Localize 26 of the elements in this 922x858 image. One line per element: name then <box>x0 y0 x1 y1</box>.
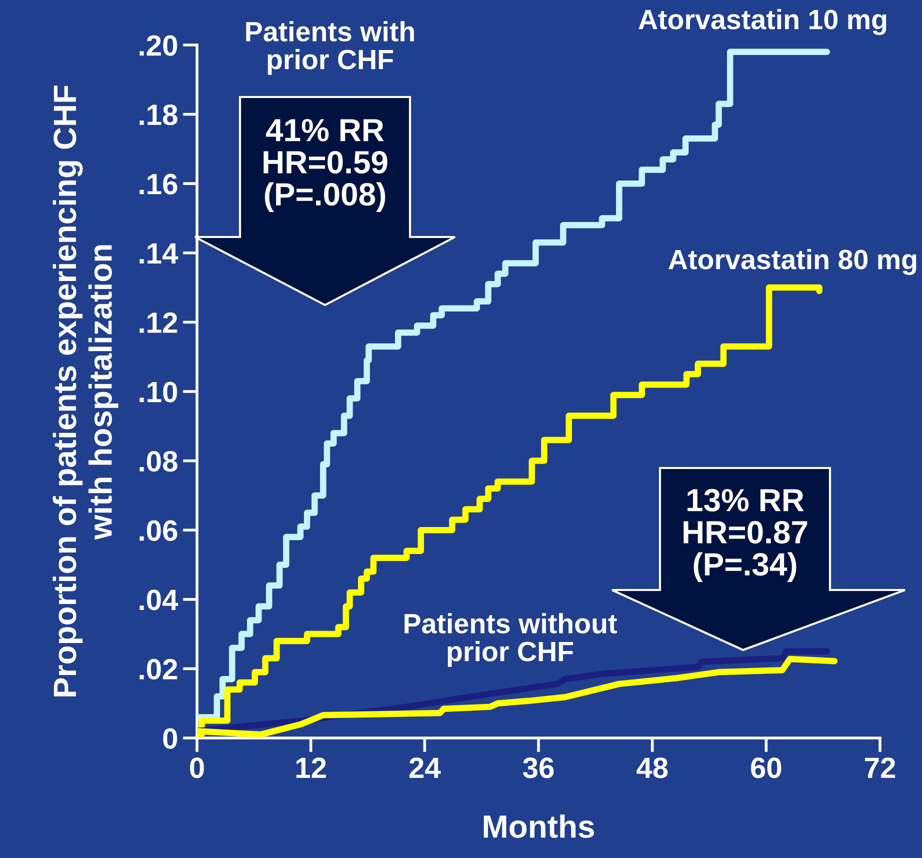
y-tick-label: .18 <box>140 104 178 126</box>
x-tick-label: 72 <box>865 758 896 778</box>
x-tick-label: 0 <box>190 758 204 778</box>
x-tick-label: 12 <box>296 758 326 778</box>
annotation: 13% RR HR=0.87 (P=.34) <box>684 488 808 582</box>
series-label: Atorvastatin 80 mg <box>668 248 916 276</box>
annotation: Patients without prior CHF <box>404 613 617 667</box>
y-tick-label: .12 <box>140 312 178 333</box>
y-tick-label: .02 <box>140 658 178 680</box>
annotation: Patients with prior CHF <box>246 21 414 75</box>
x-tick-label: 48 <box>636 758 668 778</box>
y-tick-label: .06 <box>140 520 178 541</box>
y-tick-label: .16 <box>140 174 178 194</box>
y-tick-label: 0 <box>163 728 178 749</box>
x-tick-label: 36 <box>522 758 554 778</box>
y-tick-label: .20 <box>140 35 178 56</box>
y-tick-label: .04 <box>140 590 178 610</box>
series-label: Atorvastatin 10 mg <box>638 8 886 36</box>
annotation: 41% RR HR=0.59 (P=.008) <box>264 118 388 212</box>
y-tick-label: .08 <box>140 451 178 472</box>
x-tick-label: 60 <box>751 758 782 778</box>
x-tick-label: 24 <box>409 758 441 778</box>
y-tick-label: .10 <box>140 382 178 402</box>
y-tick-label: .14 <box>140 243 178 264</box>
y-axis-title: Proportion of patients experiencing CHF with hospitalization <box>52 86 118 696</box>
x-axis-title: Months <box>484 814 594 838</box>
